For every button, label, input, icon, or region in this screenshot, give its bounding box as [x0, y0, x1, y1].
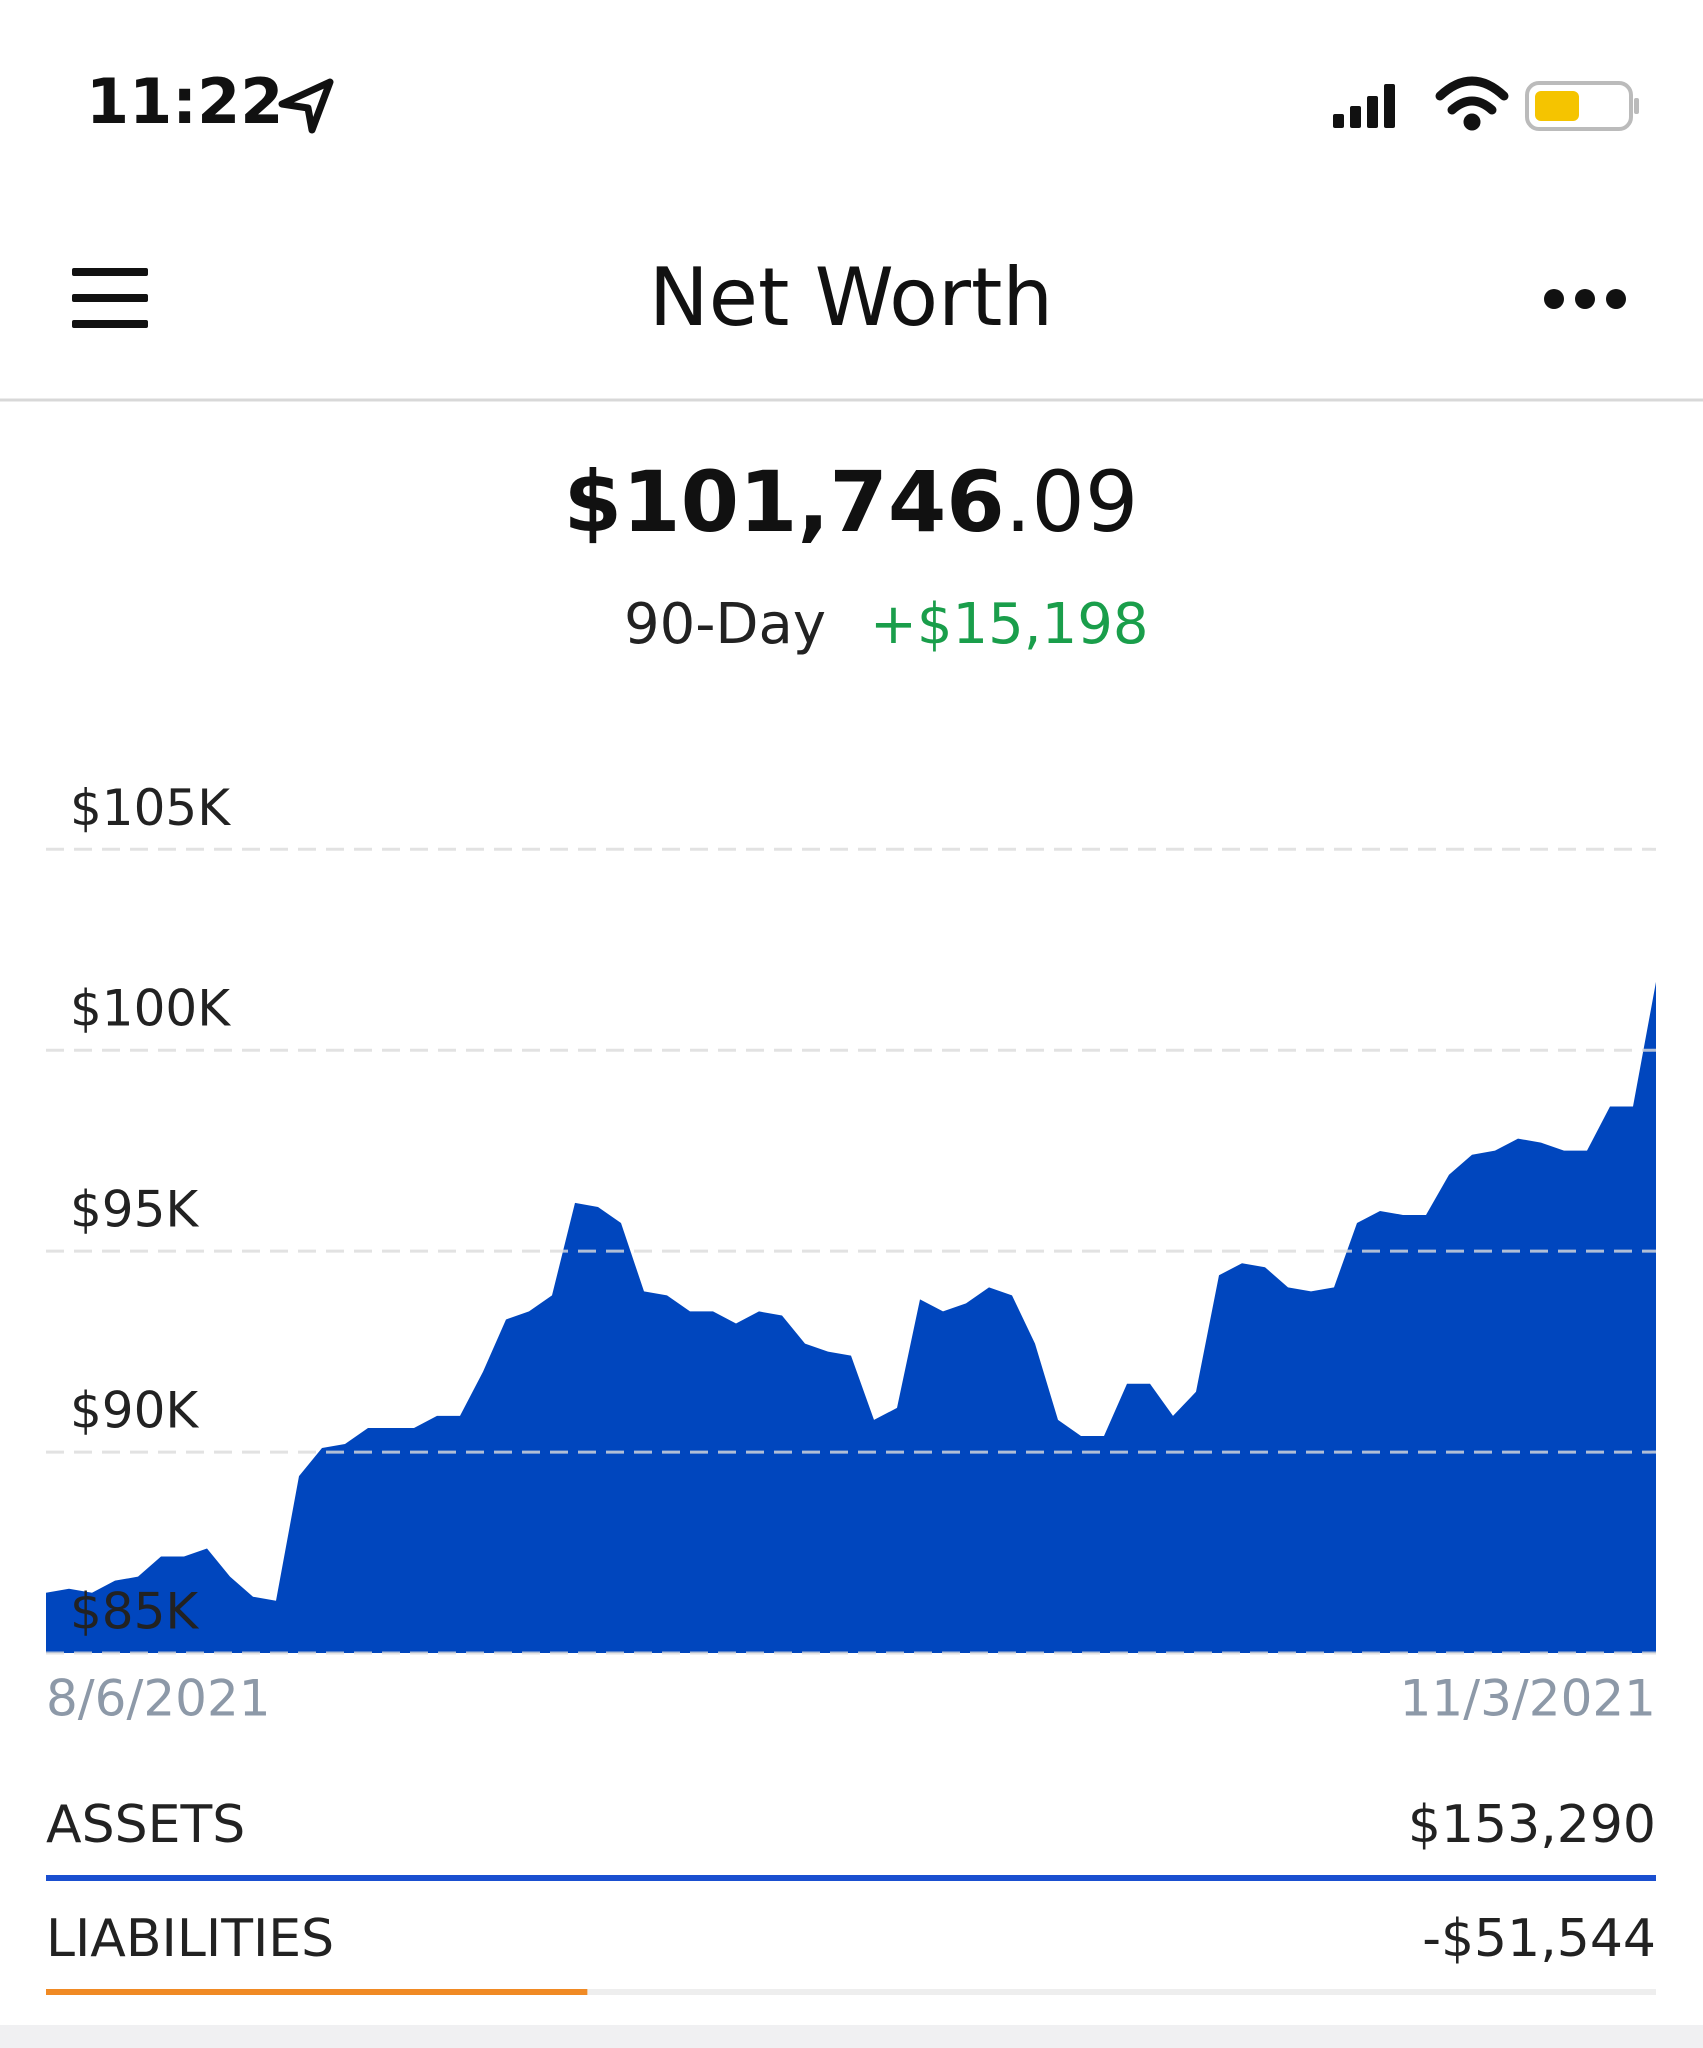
battery-icon — [1525, 81, 1633, 131]
bar — [46, 1875, 1656, 1881]
y-tick-label: $90K — [70, 1382, 199, 1440]
breakdown-value: $153,290 — [1408, 1795, 1656, 1855]
bottom-bar — [0, 2025, 1703, 2048]
x-tick-label: 8/6/2021 — [46, 1670, 271, 1728]
location-icon — [278, 78, 334, 134]
y-tick-label: $95K — [70, 1181, 199, 1239]
header-title: Net Worth — [649, 251, 1053, 344]
y-tick-label: $85K — [70, 1583, 199, 1641]
signal-icon — [1333, 84, 1395, 128]
breakdown-value: -$51,544 — [1422, 1909, 1656, 1969]
period-label: 90-Day — [624, 592, 826, 657]
battery-tip — [1634, 98, 1639, 114]
breakdown-label: ASSETS — [46, 1795, 245, 1855]
status-time: 11:22 — [86, 65, 283, 138]
bar-track — [46, 1989, 1656, 1995]
breakdown: ASSETS $153,290 LIABILITIES -$51,544 — [46, 1795, 1656, 1995]
amount-main: $101,746 — [564, 453, 1005, 551]
chart: $85K $90K $95K $100K $105K 8/6/2021 11/3/2021 — [46, 779, 1656, 1728]
y-tick-label: $100K — [70, 980, 231, 1038]
menu-button[interactable] — [72, 268, 148, 328]
period-change: +$15,198 — [870, 592, 1149, 657]
x-tick-label: 11/3/2021 — [1400, 1670, 1656, 1728]
battery-level — [1535, 91, 1579, 121]
breakdown-label: LIABILITIES — [46, 1909, 334, 1969]
bar — [46, 1989, 588, 1995]
amount-cents: .09 — [1005, 453, 1139, 551]
wifi-icon — [1435, 76, 1509, 131]
net-worth-amount: $101,746.09 — [564, 453, 1139, 551]
y-tick-label: $105K — [70, 779, 231, 837]
area — [46, 981, 1656, 1653]
more-button[interactable] — [1544, 289, 1626, 309]
